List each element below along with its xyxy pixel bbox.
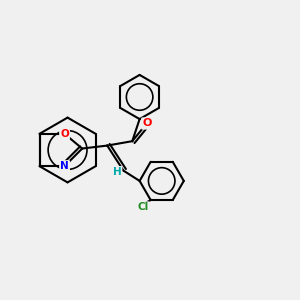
Text: Cl: Cl — [138, 202, 149, 212]
Text: N: N — [60, 161, 69, 171]
Text: O: O — [142, 118, 152, 128]
Text: H: H — [112, 167, 121, 177]
Text: O: O — [60, 129, 69, 139]
